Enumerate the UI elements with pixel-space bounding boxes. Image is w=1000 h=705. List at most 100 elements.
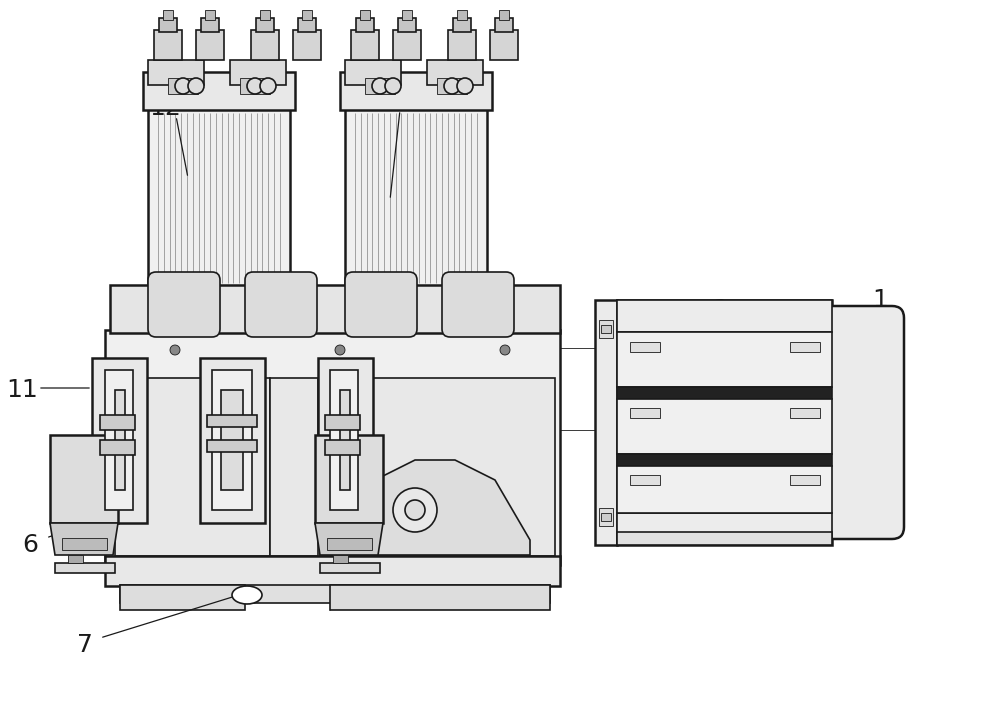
Circle shape xyxy=(335,345,345,355)
Bar xyxy=(320,378,555,556)
Text: 6: 6 xyxy=(22,533,38,557)
Bar xyxy=(168,78,198,94)
Bar xyxy=(115,390,125,490)
Bar xyxy=(330,370,358,510)
Bar xyxy=(617,300,832,545)
Bar xyxy=(120,585,550,603)
Bar xyxy=(333,555,348,563)
Bar xyxy=(207,440,257,452)
Bar xyxy=(617,332,832,387)
Bar xyxy=(365,78,395,94)
Bar xyxy=(207,415,257,427)
Bar xyxy=(325,440,360,455)
Bar xyxy=(148,108,290,288)
FancyBboxPatch shape xyxy=(148,272,220,337)
Polygon shape xyxy=(50,523,118,555)
Circle shape xyxy=(630,312,656,338)
Bar xyxy=(55,563,115,573)
Text: 11: 11 xyxy=(6,378,38,402)
Circle shape xyxy=(260,78,276,94)
Bar xyxy=(340,72,492,110)
Circle shape xyxy=(372,78,388,94)
Bar xyxy=(599,320,613,338)
FancyBboxPatch shape xyxy=(820,306,904,539)
Bar xyxy=(298,18,316,32)
Circle shape xyxy=(500,345,510,355)
Bar xyxy=(402,10,412,20)
Bar xyxy=(790,342,820,352)
Bar xyxy=(110,285,560,333)
Bar xyxy=(251,30,279,60)
Polygon shape xyxy=(315,523,383,555)
Bar xyxy=(100,415,135,430)
Bar xyxy=(617,300,832,332)
Bar xyxy=(100,440,135,455)
Bar xyxy=(360,10,370,20)
Bar xyxy=(340,390,350,490)
Bar xyxy=(617,387,832,399)
Bar xyxy=(240,78,270,94)
Bar xyxy=(345,108,487,288)
Bar xyxy=(148,60,204,85)
Bar xyxy=(115,378,270,556)
Bar xyxy=(601,325,611,333)
Bar xyxy=(325,415,360,430)
Bar xyxy=(320,563,380,573)
Bar xyxy=(351,30,379,60)
Circle shape xyxy=(385,78,401,94)
FancyBboxPatch shape xyxy=(245,272,317,337)
Circle shape xyxy=(170,345,180,355)
Bar xyxy=(154,30,182,60)
Bar xyxy=(617,466,832,513)
Text: 2: 2 xyxy=(712,298,728,322)
Bar xyxy=(495,18,513,32)
Bar xyxy=(221,390,243,490)
Bar xyxy=(318,358,373,523)
Bar xyxy=(105,370,133,510)
Circle shape xyxy=(630,507,656,533)
Bar xyxy=(595,300,617,545)
Bar xyxy=(159,18,177,32)
Bar xyxy=(230,60,286,85)
Text: 12: 12 xyxy=(149,96,181,120)
Bar xyxy=(105,330,560,565)
Text: 1: 1 xyxy=(872,288,888,312)
Bar xyxy=(330,585,550,610)
Circle shape xyxy=(457,78,473,94)
Bar xyxy=(448,30,476,60)
Bar xyxy=(790,475,820,485)
Bar xyxy=(599,508,613,526)
Bar xyxy=(201,18,219,32)
Bar xyxy=(490,30,518,60)
Circle shape xyxy=(793,507,819,533)
Bar xyxy=(205,10,215,20)
Bar xyxy=(630,342,660,352)
FancyBboxPatch shape xyxy=(345,272,417,337)
Circle shape xyxy=(393,488,437,532)
Bar xyxy=(457,10,467,20)
Bar xyxy=(630,408,660,418)
Bar xyxy=(212,370,252,510)
Bar xyxy=(50,435,118,523)
Bar xyxy=(453,18,471,32)
Bar xyxy=(200,358,265,523)
Polygon shape xyxy=(340,460,530,555)
Circle shape xyxy=(405,500,425,520)
Bar xyxy=(163,10,173,20)
Bar xyxy=(68,555,83,563)
Bar xyxy=(398,18,416,32)
Bar xyxy=(630,475,660,485)
Bar xyxy=(270,378,318,556)
Bar xyxy=(327,538,372,550)
Bar xyxy=(143,72,295,110)
Bar xyxy=(617,532,832,545)
Bar xyxy=(293,30,321,60)
Bar xyxy=(315,435,383,523)
Bar xyxy=(260,10,270,20)
Circle shape xyxy=(175,78,191,94)
Bar xyxy=(302,10,312,20)
Bar xyxy=(499,10,509,20)
Ellipse shape xyxy=(232,586,262,604)
Bar xyxy=(105,556,560,586)
Bar xyxy=(790,408,820,418)
